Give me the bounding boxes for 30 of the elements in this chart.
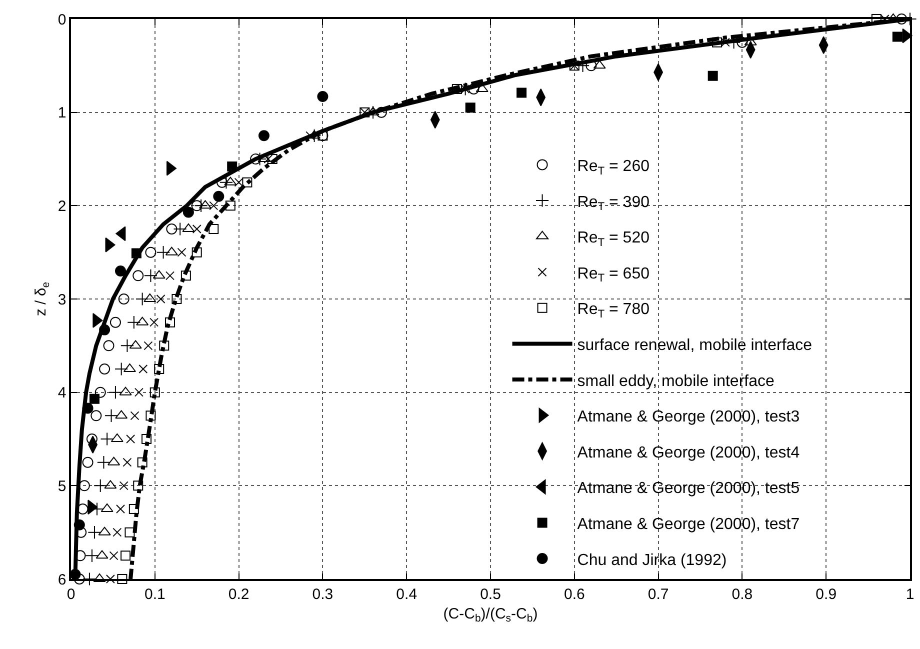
legend-label: surface renewal, mobile interface: [577, 336, 812, 354]
x-tick-label: 0.8: [732, 586, 753, 603]
legend-label: Re$_{T}$ = 650: [577, 265, 650, 285]
y-tick-label: 4: [58, 384, 66, 402]
legend-label: Atmane & George (2000), test4: [577, 444, 800, 462]
legend-label: Re$_{T}$ = 780: [577, 301, 650, 320]
x-tick-label: 0.1: [144, 586, 166, 603]
x-tick-label: 0.6: [564, 586, 585, 603]
y-tick-label: 6: [58, 571, 66, 588]
x-tick-label: 0.7: [648, 586, 669, 603]
legend-label: Re$_{T}$ = 260: [577, 158, 650, 178]
legend-label: Re$_{T}$ = 390: [577, 194, 650, 214]
y-tick-label: 5: [58, 478, 66, 495]
x-tick-label: 0.2: [228, 586, 250, 603]
y-tick-label: 2: [58, 198, 66, 215]
y-tick-label: 3: [58, 291, 66, 308]
x-tick-label: 0.3: [312, 586, 334, 603]
legend-label: Chu and Jirka (1992): [577, 552, 727, 569]
x-tick-label: 1: [906, 586, 914, 603]
x-tick-label: 0.4: [396, 586, 418, 603]
legend-label: Re$_{T}$ = 520: [577, 230, 650, 249]
legend-label: Atmane & George (2000), test7: [577, 516, 800, 533]
legend-label: Atmane & George (2000), test5: [577, 480, 800, 498]
y-tick-label: 0: [58, 11, 66, 28]
x-tick-label: 0.5: [480, 586, 501, 603]
legend-label: small eddy, mobile interface: [577, 372, 775, 390]
y-tick-label: 1: [58, 104, 66, 122]
x-tick-label: 0.9: [816, 586, 837, 603]
legend-label: Atmane & George (2000), test3: [577, 408, 800, 426]
x-axis-title: (C-C$_{b}$)/(C$_{s}$-C$_{b}$): [443, 605, 538, 624]
